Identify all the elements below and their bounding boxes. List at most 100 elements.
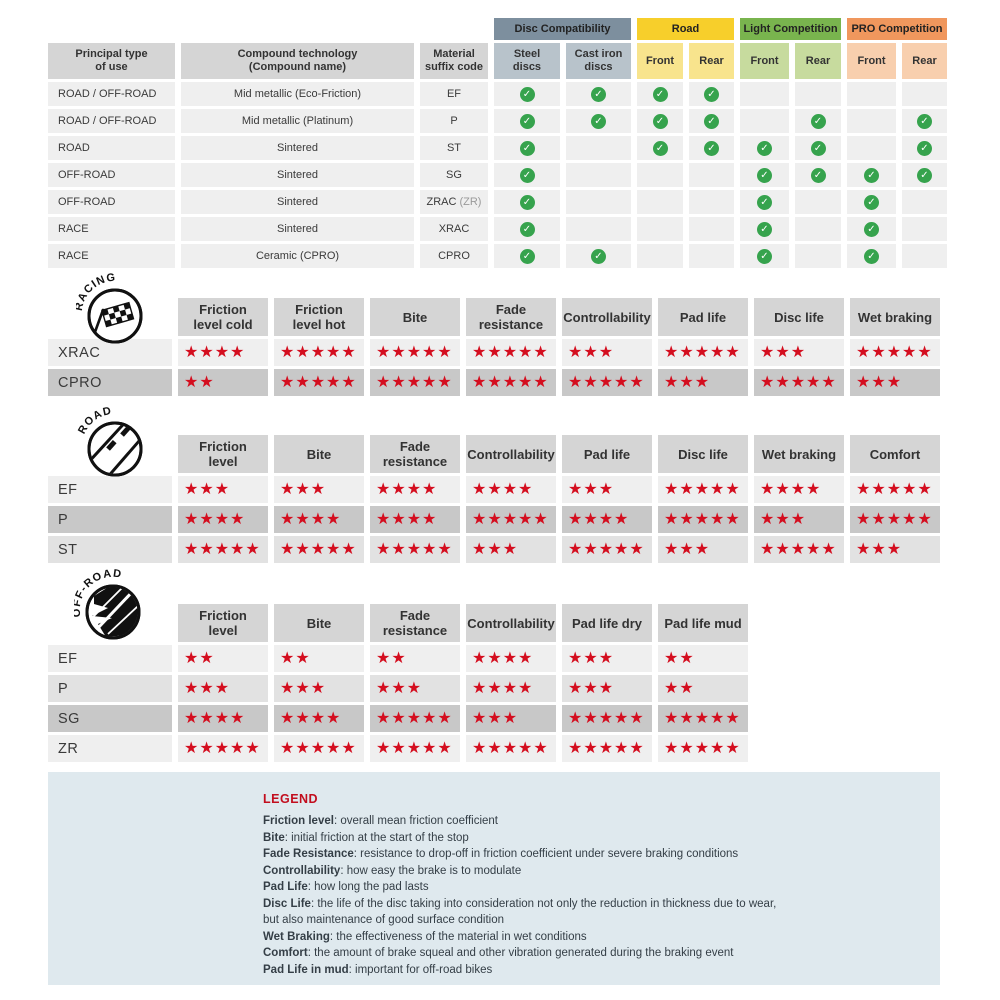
star-rating: ★★★★★ — [274, 339, 364, 366]
compat-column-header: Compound technology (Compound name) — [181, 43, 414, 79]
star-rating: ★★★ — [274, 476, 364, 503]
check-icon: ✓ — [757, 248, 772, 264]
compat-check-cell: ✓ — [740, 244, 789, 268]
compat-empty-cell — [637, 190, 683, 214]
check-icon: ✓ — [519, 167, 535, 183]
rating-column-header: Pad life mud — [658, 604, 748, 642]
compat-check-cell: ✓ — [494, 136, 560, 160]
compat-empty-cell — [902, 244, 947, 268]
legend-item: but also maintenance of good surface con… — [263, 912, 920, 929]
star-icons: ★★★★ — [760, 480, 822, 498]
legend-desc: initial friction at the start of the sto… — [291, 831, 469, 844]
star-icons: ★★★★★ — [856, 343, 933, 361]
compat-cell-technology: Sintered — [181, 217, 414, 241]
star-rating: ★★★★★ — [370, 735, 460, 762]
compat-empty-cell — [566, 190, 631, 214]
star-rating: ★★★ — [466, 705, 556, 732]
rating-column-header: Fade resistance — [370, 435, 460, 473]
compat-check-cell: ✓ — [902, 136, 947, 160]
star-rating: ★★★★★ — [178, 536, 268, 563]
compat-check-cell: ✓ — [795, 109, 841, 133]
material-code: ZRAC — [426, 196, 457, 208]
compat-cell-use: OFF-ROAD — [48, 163, 175, 187]
offroad-rating-table: Friction level Bite Fade resistance Control… — [48, 604, 748, 762]
star-rating: ★★★★★ — [562, 369, 652, 396]
star-rating: ★★ — [274, 645, 364, 672]
legend-item: Pad Life: how long the pad lasts — [263, 881, 429, 893]
star-icons: ★★★ — [568, 480, 615, 498]
star-rating: ★★★★★ — [370, 536, 460, 563]
compat-check-cell: ✓ — [740, 190, 789, 214]
star-rating: ★★ — [178, 369, 268, 396]
star-icons: ★★★★★ — [472, 373, 549, 391]
legend-term: Disc Life — [263, 897, 311, 910]
compat-cell-technology: Sintered — [181, 163, 414, 187]
rating-row-label: EF — [48, 645, 172, 672]
check-icon: ✓ — [810, 140, 826, 156]
compat-subcolumn-header: Cast iron discs — [566, 43, 631, 79]
legend-item: Pad Life in mud: important for off-road … — [263, 963, 493, 976]
star-icons: ★★ — [184, 649, 215, 667]
star-rating: ★★★★★ — [754, 369, 844, 396]
legend-desc: but also maintenance of good surface con… — [263, 914, 505, 926]
star-icons: ★★★ — [280, 480, 327, 498]
compat-check-cell: ✓ — [494, 217, 560, 241]
star-rating: ★★★★ — [370, 506, 460, 533]
star-rating: ★★★★ — [466, 675, 556, 702]
rating-column-header: Bite — [274, 604, 364, 642]
rating-column-header: Disc life — [658, 435, 748, 473]
compat-cell-technology: Mid metallic (Eco-Friction) — [181, 82, 414, 106]
star-icons: ★★★ — [568, 679, 615, 697]
rating-row-label: EF — [48, 476, 172, 503]
check-icon: ✓ — [704, 113, 719, 129]
star-rating: ★★★★★ — [850, 339, 940, 366]
offroad-splash-icon: OFF-ROAD — [74, 568, 141, 640]
check-icon: ✓ — [652, 140, 668, 156]
compat-empty-cell — [847, 82, 896, 106]
compat-cell-technology: Sintered — [181, 136, 414, 160]
material-code: P — [450, 115, 458, 127]
compat-cell-code: ZRAC (ZR) — [420, 190, 488, 214]
legend-item: Wet Braking: the effectiveness of the ma… — [263, 930, 587, 943]
compat-check-cell: ✓ — [689, 82, 734, 106]
star-icons: ★★★★ — [280, 510, 342, 528]
star-rating: ★★ — [658, 645, 748, 672]
star-icons: ★★★ — [280, 679, 327, 697]
rating-column-header: Friction level cold — [178, 298, 268, 336]
compat-empty-cell — [566, 136, 631, 160]
material-code: XRAC — [438, 223, 470, 235]
check-icon: ✓ — [864, 194, 879, 210]
compat-subcolumn-header: Rear — [902, 43, 947, 79]
legend-desc: the effectiveness of the material in wet… — [336, 930, 587, 943]
star-icons: ★★ — [376, 649, 407, 667]
star-rating: ★★★★ — [274, 506, 364, 533]
compat-group-header: PRO Competition — [847, 18, 947, 40]
compat-cell-use: ROAD — [48, 136, 175, 160]
compat-group-header: Disc Compatibility — [494, 18, 631, 40]
rating-column-header: Friction level hot — [274, 298, 364, 336]
compat-check-cell: ✓ — [847, 190, 896, 214]
compat-check-cell: ✓ — [902, 163, 947, 187]
star-rating: ★★★★★ — [562, 536, 652, 563]
legend-desc: overall mean friction coefficient — [340, 815, 498, 827]
check-icon: ✓ — [704, 86, 719, 102]
star-rating: ★★★★★ — [274, 536, 364, 563]
check-icon: ✓ — [757, 140, 772, 156]
star-rating: ★★★ — [370, 675, 460, 702]
compat-empty-cell — [847, 136, 896, 160]
rating-column-header: Friction level — [178, 604, 268, 642]
compat-check-cell: ✓ — [847, 163, 896, 187]
legend-term: Fade Resistance — [263, 848, 354, 860]
rating-column-header: Wet braking — [850, 298, 940, 336]
legend-term: Pad Life — [263, 881, 308, 893]
compat-empty-cell — [902, 82, 947, 106]
legend-term: Bite — [263, 831, 285, 844]
check-icon: ✓ — [917, 140, 932, 156]
star-icons: ★★★ — [184, 480, 231, 498]
check-icon: ✓ — [519, 86, 535, 102]
star-rating: ★★★★ — [562, 506, 652, 533]
compat-check-cell: ✓ — [566, 244, 631, 268]
compat-check-cell: ✓ — [902, 109, 947, 133]
star-rating: ★★★ — [850, 536, 940, 563]
compat-empty-cell — [637, 217, 683, 241]
